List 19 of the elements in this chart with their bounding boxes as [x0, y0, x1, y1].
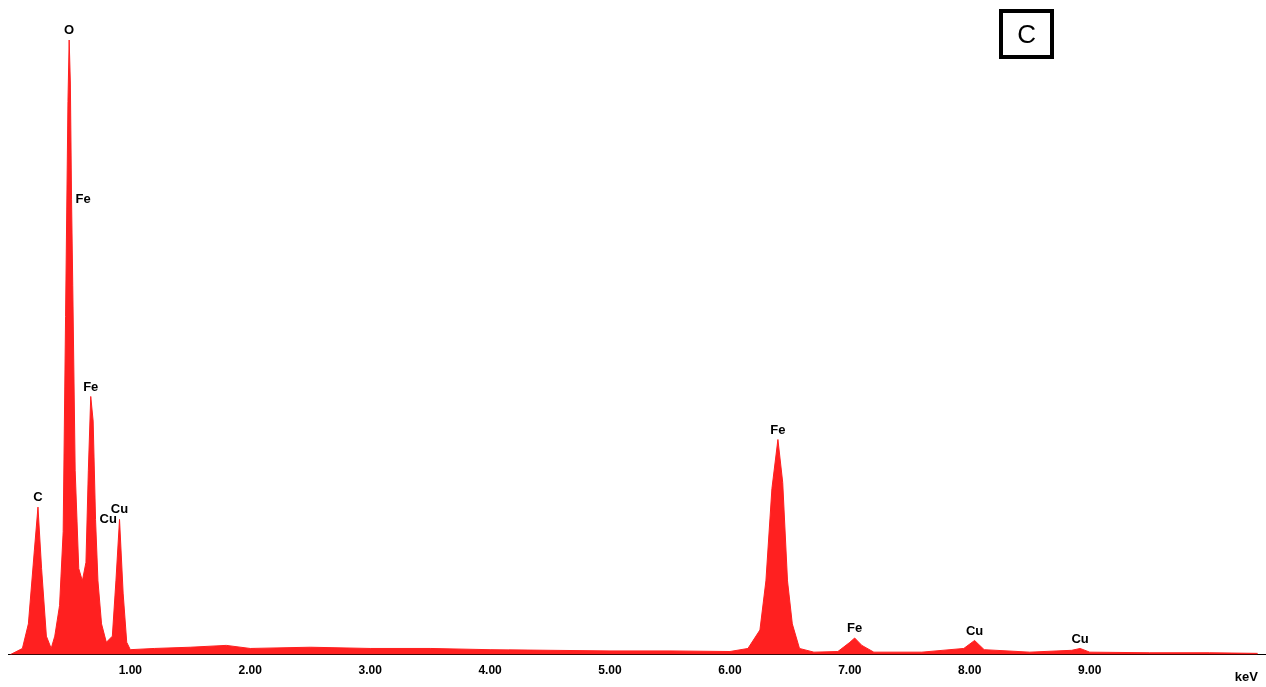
- x-tick-label: 5.00: [598, 663, 623, 678]
- x-tick-label: 4.00: [478, 663, 503, 678]
- annotation: Fe: [770, 421, 786, 437]
- annotation: Fe: [75, 191, 91, 207]
- annotation: C: [999, 9, 1054, 59]
- annotation: Cu: [1071, 630, 1089, 646]
- annotation: C: [33, 489, 44, 505]
- x-tick-label: 8.00: [958, 663, 982, 678]
- x-tick-label: 2.00: [238, 663, 263, 678]
- annotation: O: [64, 22, 75, 38]
- annotation: Fe: [847, 620, 863, 636]
- x-tick-label: 1.00: [118, 663, 143, 678]
- annotation: Cu: [965, 622, 984, 638]
- x-tick-label: 6.00: [718, 663, 742, 678]
- x-tick-label: 7.00: [838, 663, 862, 678]
- x-tick-label: 9.00: [1078, 663, 1102, 678]
- annotation: Fe: [83, 378, 99, 394]
- x-axis-title: keV: [1234, 668, 1259, 684]
- x-tick-label: 3.00: [358, 663, 383, 678]
